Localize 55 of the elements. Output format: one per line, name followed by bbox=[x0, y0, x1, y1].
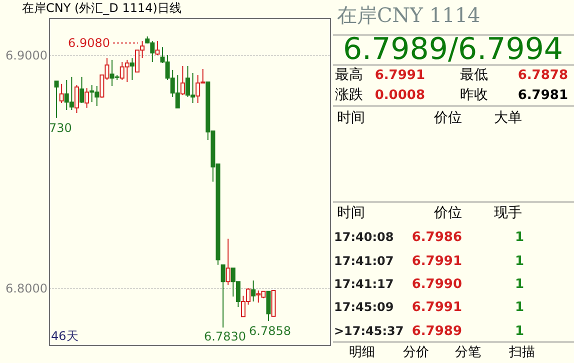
candlestick bbox=[84, 88, 90, 108]
text: 分价 bbox=[403, 345, 429, 360]
candlestick bbox=[266, 290, 271, 322]
candlestick bbox=[54, 80, 59, 118]
text: 6.7991 bbox=[412, 300, 462, 315]
text: 涨跌 bbox=[335, 87, 363, 103]
text: 17:41:07 bbox=[334, 254, 394, 268]
text: 6.7986 bbox=[412, 230, 462, 245]
y-tick-label: 6.8000 bbox=[6, 281, 48, 296]
y-tick-label: 6.9000 bbox=[6, 48, 48, 63]
text: 昨收 bbox=[460, 87, 488, 103]
text: 1 bbox=[514, 324, 524, 339]
annotation: 6.7858 bbox=[249, 324, 291, 338]
text: 1 bbox=[514, 277, 524, 292]
text: 时间 bbox=[337, 110, 365, 126]
text: 最低 bbox=[460, 67, 488, 83]
text: >17:45:37 bbox=[334, 324, 404, 338]
text: 价位 bbox=[433, 205, 462, 221]
text: 17:40:08 bbox=[334, 230, 394, 244]
annotation: 730 bbox=[49, 120, 72, 135]
text: 明细 bbox=[349, 345, 375, 360]
text: 6.7989/6.7994 bbox=[342, 32, 564, 67]
text: 6.7990 bbox=[412, 277, 462, 292]
text: 6.7989 bbox=[412, 324, 462, 339]
candlestick bbox=[155, 40, 160, 56]
annotation: 6.7830 bbox=[204, 330, 246, 344]
candlestick bbox=[220, 264, 226, 328]
annotation: 6.9080 bbox=[68, 36, 110, 50]
text: 1 bbox=[514, 230, 524, 245]
text: 17:41:17 bbox=[334, 277, 394, 291]
text: 价位 bbox=[433, 110, 462, 126]
text: 扫描 bbox=[508, 345, 535, 360]
candlestick bbox=[130, 58, 134, 80]
text: 最高 bbox=[335, 67, 363, 83]
chart-title: 在岸CNY (外汇_D 1114)日线 bbox=[22, 1, 182, 15]
text: 6.7991 bbox=[412, 254, 462, 269]
text: 在岸CNY 1114 bbox=[337, 3, 480, 27]
text: 17:45:09 bbox=[334, 300, 394, 314]
text: 分笔 bbox=[455, 345, 481, 360]
candlestick bbox=[180, 65, 185, 96]
text: 时间 bbox=[337, 205, 365, 221]
candlestick bbox=[74, 84, 79, 114]
text: 0.0008 bbox=[374, 88, 425, 103]
text: 1 bbox=[514, 300, 524, 315]
text: 大单 bbox=[494, 110, 522, 126]
candlestick bbox=[226, 238, 230, 286]
text: 6.7981 bbox=[518, 88, 568, 103]
text: 现手 bbox=[494, 205, 522, 221]
candlestick bbox=[59, 83, 64, 104]
candlestick bbox=[80, 76, 84, 104]
candlestick bbox=[251, 280, 256, 302]
annotation: 46天 bbox=[51, 329, 78, 343]
text: 6.7991 bbox=[374, 68, 425, 83]
text: 1 bbox=[514, 254, 524, 269]
text: 6.7878 bbox=[518, 68, 568, 83]
